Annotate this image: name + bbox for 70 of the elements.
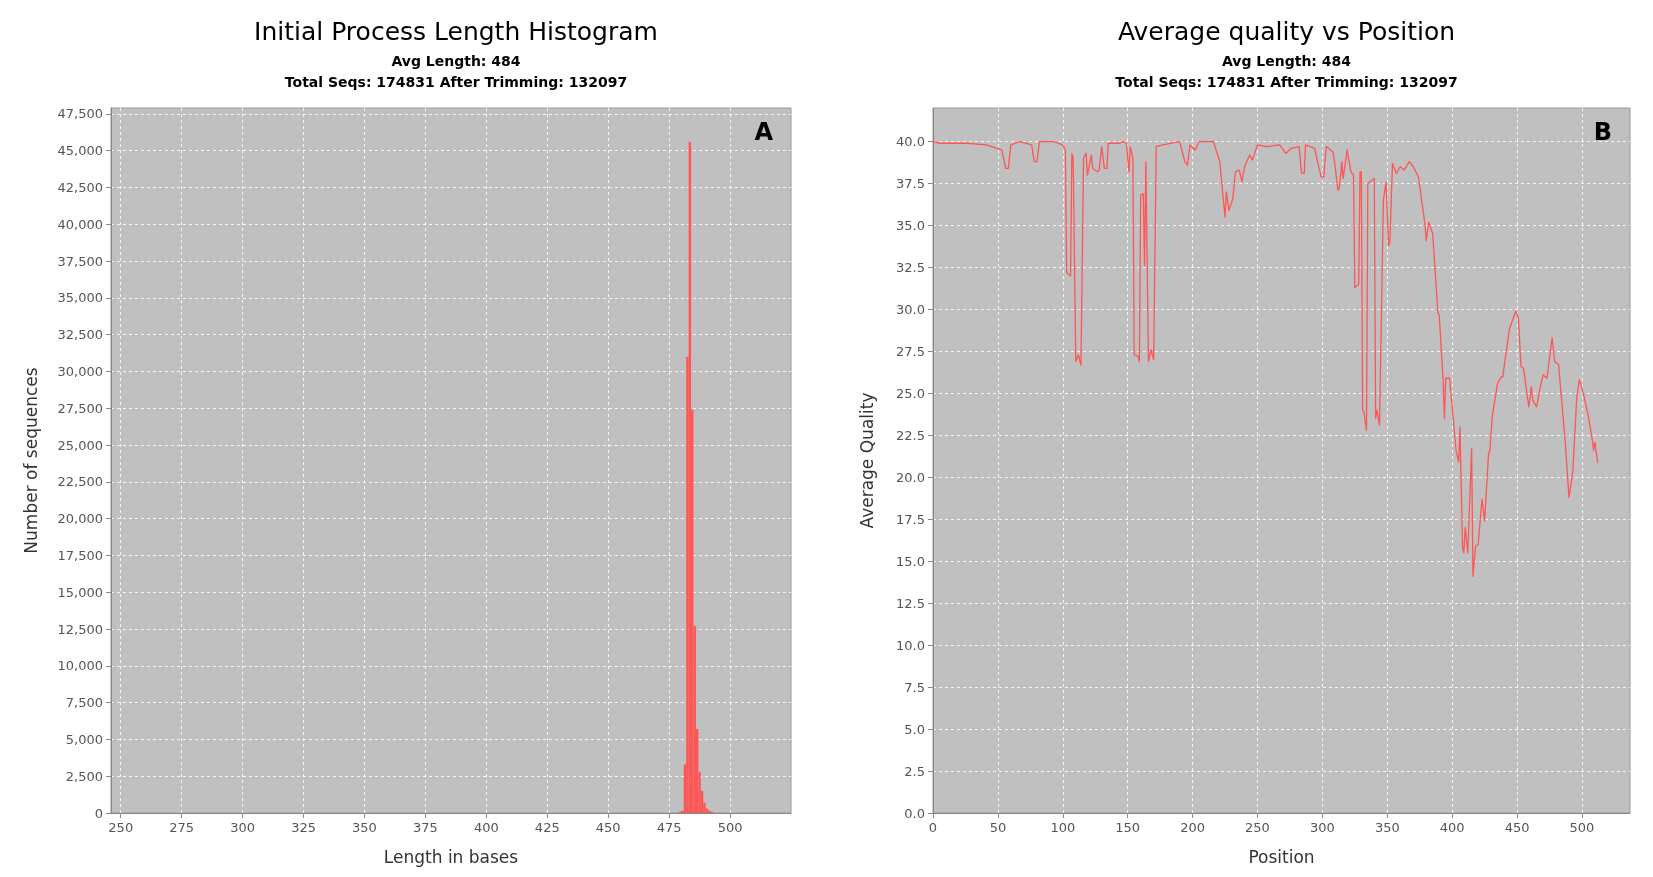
x-tick-label: 250 — [108, 820, 134, 835]
x-axis-title: Length in bases — [383, 846, 519, 867]
y-tick-label: 15,000 — [57, 584, 103, 600]
x-tick-label: 300 — [230, 820, 256, 835]
annotation: B — [1593, 118, 1612, 146]
y-axis-title: Number of sequences — [20, 367, 41, 554]
y-tick-label: 40.0 — [896, 134, 925, 150]
x-tick-label: 450 — [595, 820, 621, 835]
x-axis-title: Position — [1248, 846, 1315, 867]
annotation: A — [754, 118, 774, 146]
y-tick-label: 40,000 — [57, 216, 103, 232]
y-tick-label: 10,000 — [57, 658, 103, 674]
y-tick-label: 2.5 — [904, 763, 925, 779]
y-tick-label: 12.5 — [896, 595, 925, 611]
x-tick-label: 150 — [1115, 820, 1141, 835]
y-tick-label: 35.0 — [896, 218, 925, 233]
line-series — [932, 140, 1599, 577]
y-tick-label: 25.0 — [896, 385, 925, 401]
x-tick-label: 250 — [1245, 820, 1270, 835]
y-tick-label: 7,500 — [65, 695, 103, 711]
y-tick-label: 12,500 — [57, 621, 103, 637]
y-tick-label: 7.5 — [904, 679, 925, 695]
y-tick-label: 35,000 — [57, 290, 103, 306]
y-tick-label: 27.5 — [896, 343, 925, 359]
y-tick-label: 27,500 — [57, 400, 103, 416]
y-tick-label: 0.0 — [904, 805, 925, 821]
y-tick-label: 45,000 — [57, 143, 103, 159]
y-tick-label: 22.5 — [896, 427, 925, 443]
y-tick-label: 47,500 — [57, 106, 103, 122]
x-tick-label: 50 — [989, 820, 1007, 835]
y-tick-label: 17.5 — [896, 511, 925, 527]
x-tick-label: 200 — [1180, 820, 1205, 835]
x-tick-label: 500 — [1569, 820, 1595, 835]
chart-title: Initial Process Length Histogram — [254, 17, 658, 46]
y-tick-label: 37.5 — [896, 176, 925, 192]
y-tick-label: 25,000 — [57, 437, 103, 453]
y-tick-label: 15.0 — [896, 553, 925, 569]
y-tick-label: 32.5 — [896, 259, 925, 275]
x-tick-label: 450 — [1504, 820, 1530, 835]
y-tick-label: 5.0 — [904, 721, 925, 737]
x-tick-label: 500 — [717, 820, 743, 835]
x-tick-label: 350 — [352, 820, 377, 835]
x-tick-label: 275 — [169, 820, 195, 835]
x-tick-label: 325 — [291, 820, 316, 835]
y-tick-label: 0 — [94, 805, 103, 821]
y-tick-label: 20.0 — [896, 469, 925, 485]
x-tick-label: 300 — [1309, 820, 1335, 835]
x-tick-label: 0 — [928, 820, 938, 835]
y-tick-label: 30.0 — [896, 301, 925, 317]
x-tick-label: 425 — [534, 820, 560, 835]
chart-subtitle: Avg Length: 484 Total Seqs: 174831 After Trimming: 132097 — [1115, 52, 1458, 90]
chart-subtitle: Avg Length: 484 Total Seqs: 174831 After Trimming: 132097 — [284, 52, 628, 90]
x-tick-label: 350 — [1374, 820, 1400, 835]
x-tick-label: 400 — [473, 820, 499, 835]
y-tick-label: 2,500 — [65, 768, 103, 784]
y-tick-label: 5,000 — [65, 731, 103, 747]
y-tick-label: 17,500 — [57, 547, 103, 563]
x-tick-label: 475 — [656, 820, 682, 835]
x-tick-label: 400 — [1439, 820, 1465, 835]
y-tick-label: 37,500 — [57, 253, 103, 269]
y-tick-label: 42,500 — [57, 179, 103, 195]
y-axis-title: Average Quality — [856, 392, 877, 529]
x-tick-label: 375 — [412, 820, 438, 835]
y-tick-label: 32,500 — [57, 327, 103, 343]
y-tick-label: 22,500 — [57, 474, 103, 490]
y-tick-label: 10.0 — [896, 637, 925, 653]
y-tick-label: 20,000 — [57, 511, 103, 527]
x-tick-label: 100 — [1050, 820, 1076, 835]
y-tick-label: 30,000 — [57, 363, 103, 379]
chart-title: Average quality vs Position — [1117, 17, 1456, 46]
